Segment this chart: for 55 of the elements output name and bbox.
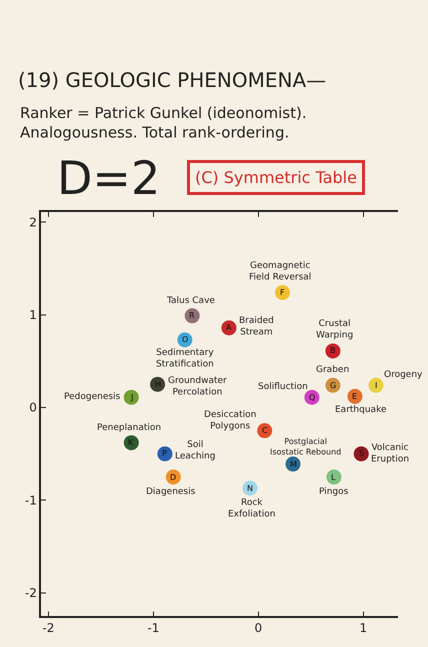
x-tick-label: -1 bbox=[147, 621, 160, 636]
annotation: L bbox=[331, 473, 336, 482]
annotation: M bbox=[290, 460, 297, 469]
point bbox=[347, 388, 362, 404]
x-tick-label: 1 bbox=[360, 621, 368, 636]
annotation: C bbox=[262, 426, 268, 435]
series-label: Volcanic Eruption bbox=[371, 443, 410, 465]
series-label: Rock Exfoliation bbox=[228, 498, 276, 520]
series-label: Desiccation Polygons bbox=[204, 410, 256, 432]
chart-title: (19) GEOLOGIC PHENOMENA— bbox=[18, 68, 326, 92]
series-label: Graben bbox=[316, 365, 350, 375]
series-label: Solifluction bbox=[258, 382, 308, 392]
annotation: O bbox=[182, 335, 188, 344]
chart-subtitle: Ranker = Patrick Gunkel (ideonomist). Analogousness. Total rank-ordering. bbox=[20, 104, 307, 142]
point bbox=[368, 378, 384, 393]
series-label: Diagenesis bbox=[146, 487, 196, 497]
series-label: Crustal Warping bbox=[316, 319, 354, 341]
annotation: Q bbox=[309, 393, 316, 402]
series-label: Pingos bbox=[319, 487, 349, 497]
y-tick-label: 1 bbox=[29, 308, 37, 322]
annotation: R bbox=[189, 311, 195, 320]
series-label: Soil Leaching bbox=[175, 440, 216, 462]
series-label: Earthquake bbox=[335, 405, 387, 415]
text: D=2 bbox=[57, 151, 160, 205]
annotation: P bbox=[162, 449, 167, 458]
point bbox=[326, 470, 342, 485]
y-tick-label: -2 bbox=[24, 586, 37, 600]
y-tick-label: 0 bbox=[29, 400, 37, 415]
annotation: G bbox=[330, 381, 336, 390]
y-tick-label: -1 bbox=[24, 493, 37, 508]
series-label: Postglacial Isostatic Rebound bbox=[270, 437, 342, 456]
series-label: Geomagnetic Field Reversal bbox=[249, 261, 312, 283]
annotation: A bbox=[226, 323, 232, 332]
point bbox=[124, 390, 139, 405]
series-label: Orogeny bbox=[384, 370, 424, 380]
annotation: F bbox=[280, 288, 285, 297]
annotation: J bbox=[130, 393, 134, 402]
series-label: Talus Cave bbox=[166, 296, 216, 306]
annotation: D bbox=[170, 473, 176, 482]
x-tick-label: 0 bbox=[254, 621, 262, 636]
series-label: Braided Stream bbox=[239, 316, 274, 338]
y-tick-label: 2 bbox=[29, 215, 37, 230]
series-label: Sedimentary Stratification bbox=[156, 348, 214, 370]
annotation: K bbox=[128, 438, 134, 447]
text: (C) Symmetric Table bbox=[195, 168, 357, 187]
series-label: Peneplanation bbox=[97, 423, 162, 433]
x-tick-label: -2 bbox=[42, 621, 54, 636]
annotation: S bbox=[359, 449, 364, 458]
annotation: N bbox=[247, 484, 253, 493]
annotation: E bbox=[352, 392, 358, 401]
series-label: Groundwater Percolation bbox=[168, 376, 228, 398]
annotation: I bbox=[375, 381, 378, 390]
point bbox=[157, 446, 172, 462]
annotation: B bbox=[330, 346, 336, 355]
series-label: Pedogenesis bbox=[64, 392, 121, 402]
